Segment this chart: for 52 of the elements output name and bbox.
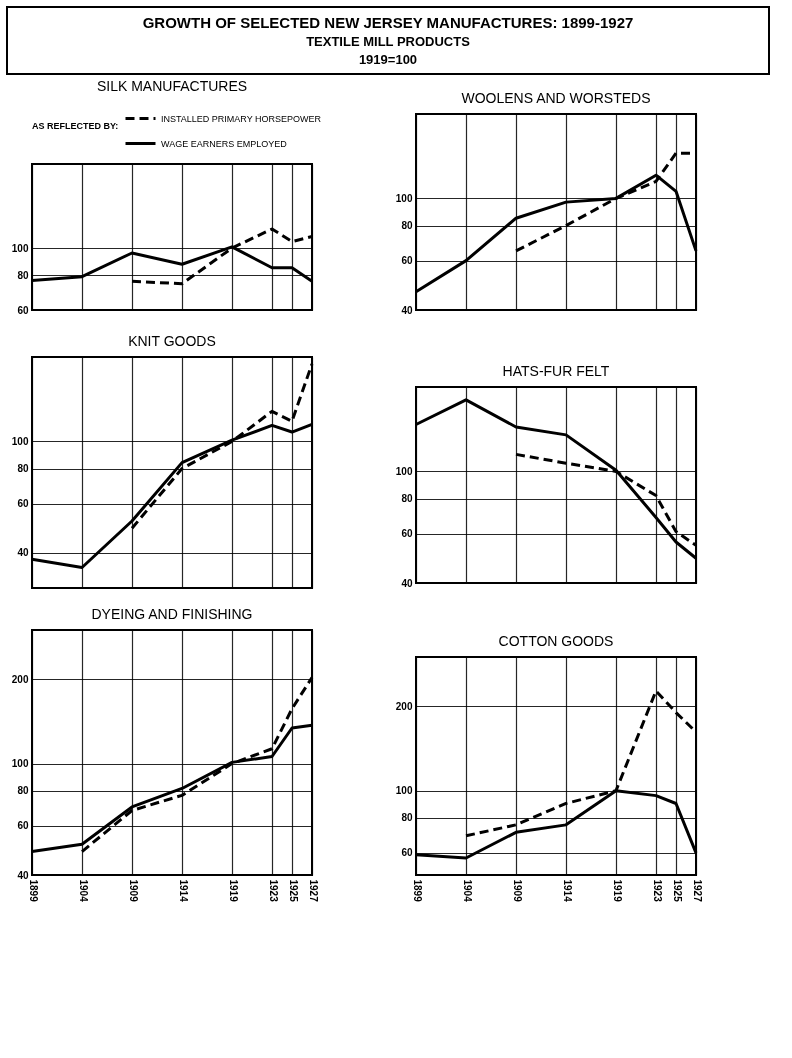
y-tick-label: 100 [11,435,29,447]
x-tick-label: 1914 [177,879,189,903]
text: 1919=100 [357,52,419,67]
legend-label: WAGE EARNERS EMPLOYED [161,138,288,149]
chart-title: WOOLENS AND WORSTEDS [461,90,651,106]
y-tick-label: 40 [401,577,413,589]
y-tick-label: 100 [11,758,29,770]
y-tick-label: 80 [401,220,413,232]
chart-title: SILK MANUFACTURES [96,78,248,94]
y-tick-label: 200 [11,673,29,685]
x-tick-label: 1899 [27,879,39,903]
y-tick-label: 40 [17,547,29,559]
y-tick-label: 60 [401,847,413,859]
y-tick-label: 60 [17,820,29,832]
y-tick-label: 60 [401,255,413,267]
y-tick-label: 100 [395,465,413,477]
x-tick-label: 1904 [77,879,89,903]
x-tick-label: 1899 [411,879,423,903]
y-tick-label: 200 [395,700,413,712]
x-tick-label: 1919 [611,879,623,903]
x-tick-label: 1919 [227,879,239,903]
y-tick-label: 100 [11,242,29,254]
x-tick-label: 1927 [691,879,703,903]
chart-title: DYEING AND FINISHING [91,606,253,622]
y-tick-label: 80 [17,785,29,797]
y-tick-label: 40 [401,304,413,316]
x-tick-label: 1909 [511,879,523,903]
x-tick-label: 1925 [287,879,299,903]
x-tick-label: 1909 [127,879,139,903]
legend-label: INSTALLED PRIMARY HORSEPOWER [161,113,322,124]
x-tick-label: 1904 [461,879,473,903]
legend-title: AS REFLECTED BY: [32,121,119,131]
x-tick-label: 1927 [307,879,319,903]
chart-title: HATS-FUR FELT [502,363,610,379]
x-tick-label: 1914 [561,879,573,903]
y-tick-label: 80 [17,269,29,281]
x-tick-label: 1925 [671,879,683,903]
y-tick-label: 100 [395,192,413,204]
y-tick-label: 60 [17,304,29,316]
x-tick-label: 1923 [267,879,279,903]
y-tick-label: 80 [401,812,413,824]
y-tick-label: 60 [401,528,413,540]
y-tick-label: 80 [17,463,29,475]
y-tick-label: 80 [401,493,413,505]
text: GROWTH OF SELECTED NEW JERSEY MANUFACTURES: 1899-1927 [141,14,635,31]
text: TEXTILE MILL PRODUCTS [305,34,471,49]
chart-title: COTTON GOODS [498,633,614,649]
y-tick-label: 40 [17,869,29,881]
chart-title: KNIT GOODS [128,333,216,349]
y-tick-label: 100 [395,785,413,797]
x-tick-label: 1923 [651,879,663,903]
y-tick-label: 60 [17,498,29,510]
